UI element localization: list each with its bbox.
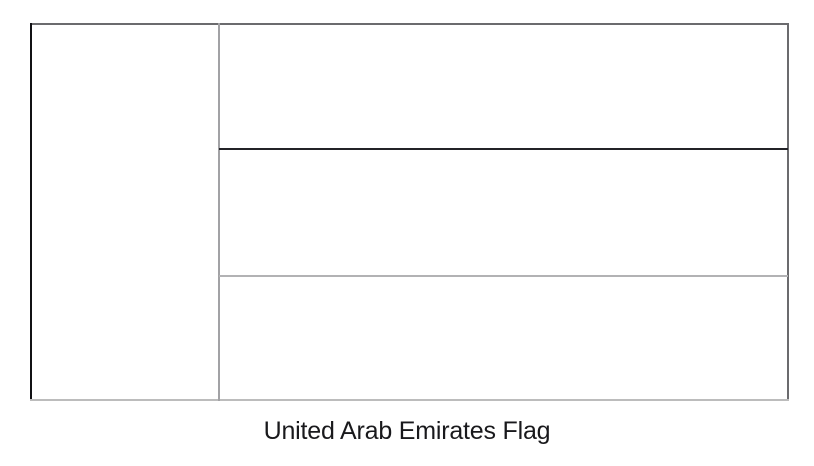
flag-border-top: [30, 23, 789, 25]
flag-stripe-divider-upper: [219, 148, 788, 150]
flag-border-right: [787, 23, 789, 401]
figure-caption: United Arab Emirates Flag: [263, 417, 551, 445]
flag-stripe-bottom: [220, 277, 787, 399]
flag-hoist-divider: [218, 23, 220, 401]
flag-border-left: [30, 23, 32, 401]
flag-stripe-top: [220, 25, 787, 148]
flag-stripe-divider-lower: [219, 275, 788, 277]
flag-border-bottom: [30, 399, 789, 401]
flag-diagram: [30, 23, 790, 402]
flag-hoist-band: [32, 25, 218, 399]
flag-stripe-middle: [220, 150, 787, 275]
